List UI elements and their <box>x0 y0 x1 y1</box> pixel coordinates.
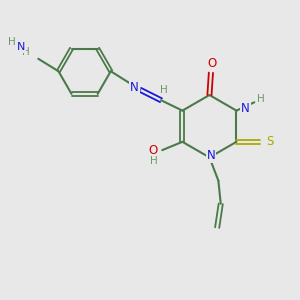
Text: O: O <box>149 144 158 157</box>
Text: H: H <box>150 156 158 166</box>
Text: H: H <box>22 47 30 57</box>
Text: O: O <box>207 57 216 70</box>
Text: S: S <box>266 135 273 148</box>
Text: N: N <box>130 81 139 94</box>
Text: H: H <box>257 94 265 104</box>
Text: H: H <box>160 85 168 95</box>
Text: N: N <box>17 42 25 52</box>
Text: N: N <box>241 102 250 115</box>
Text: H: H <box>8 37 16 46</box>
Text: N: N <box>207 149 215 162</box>
